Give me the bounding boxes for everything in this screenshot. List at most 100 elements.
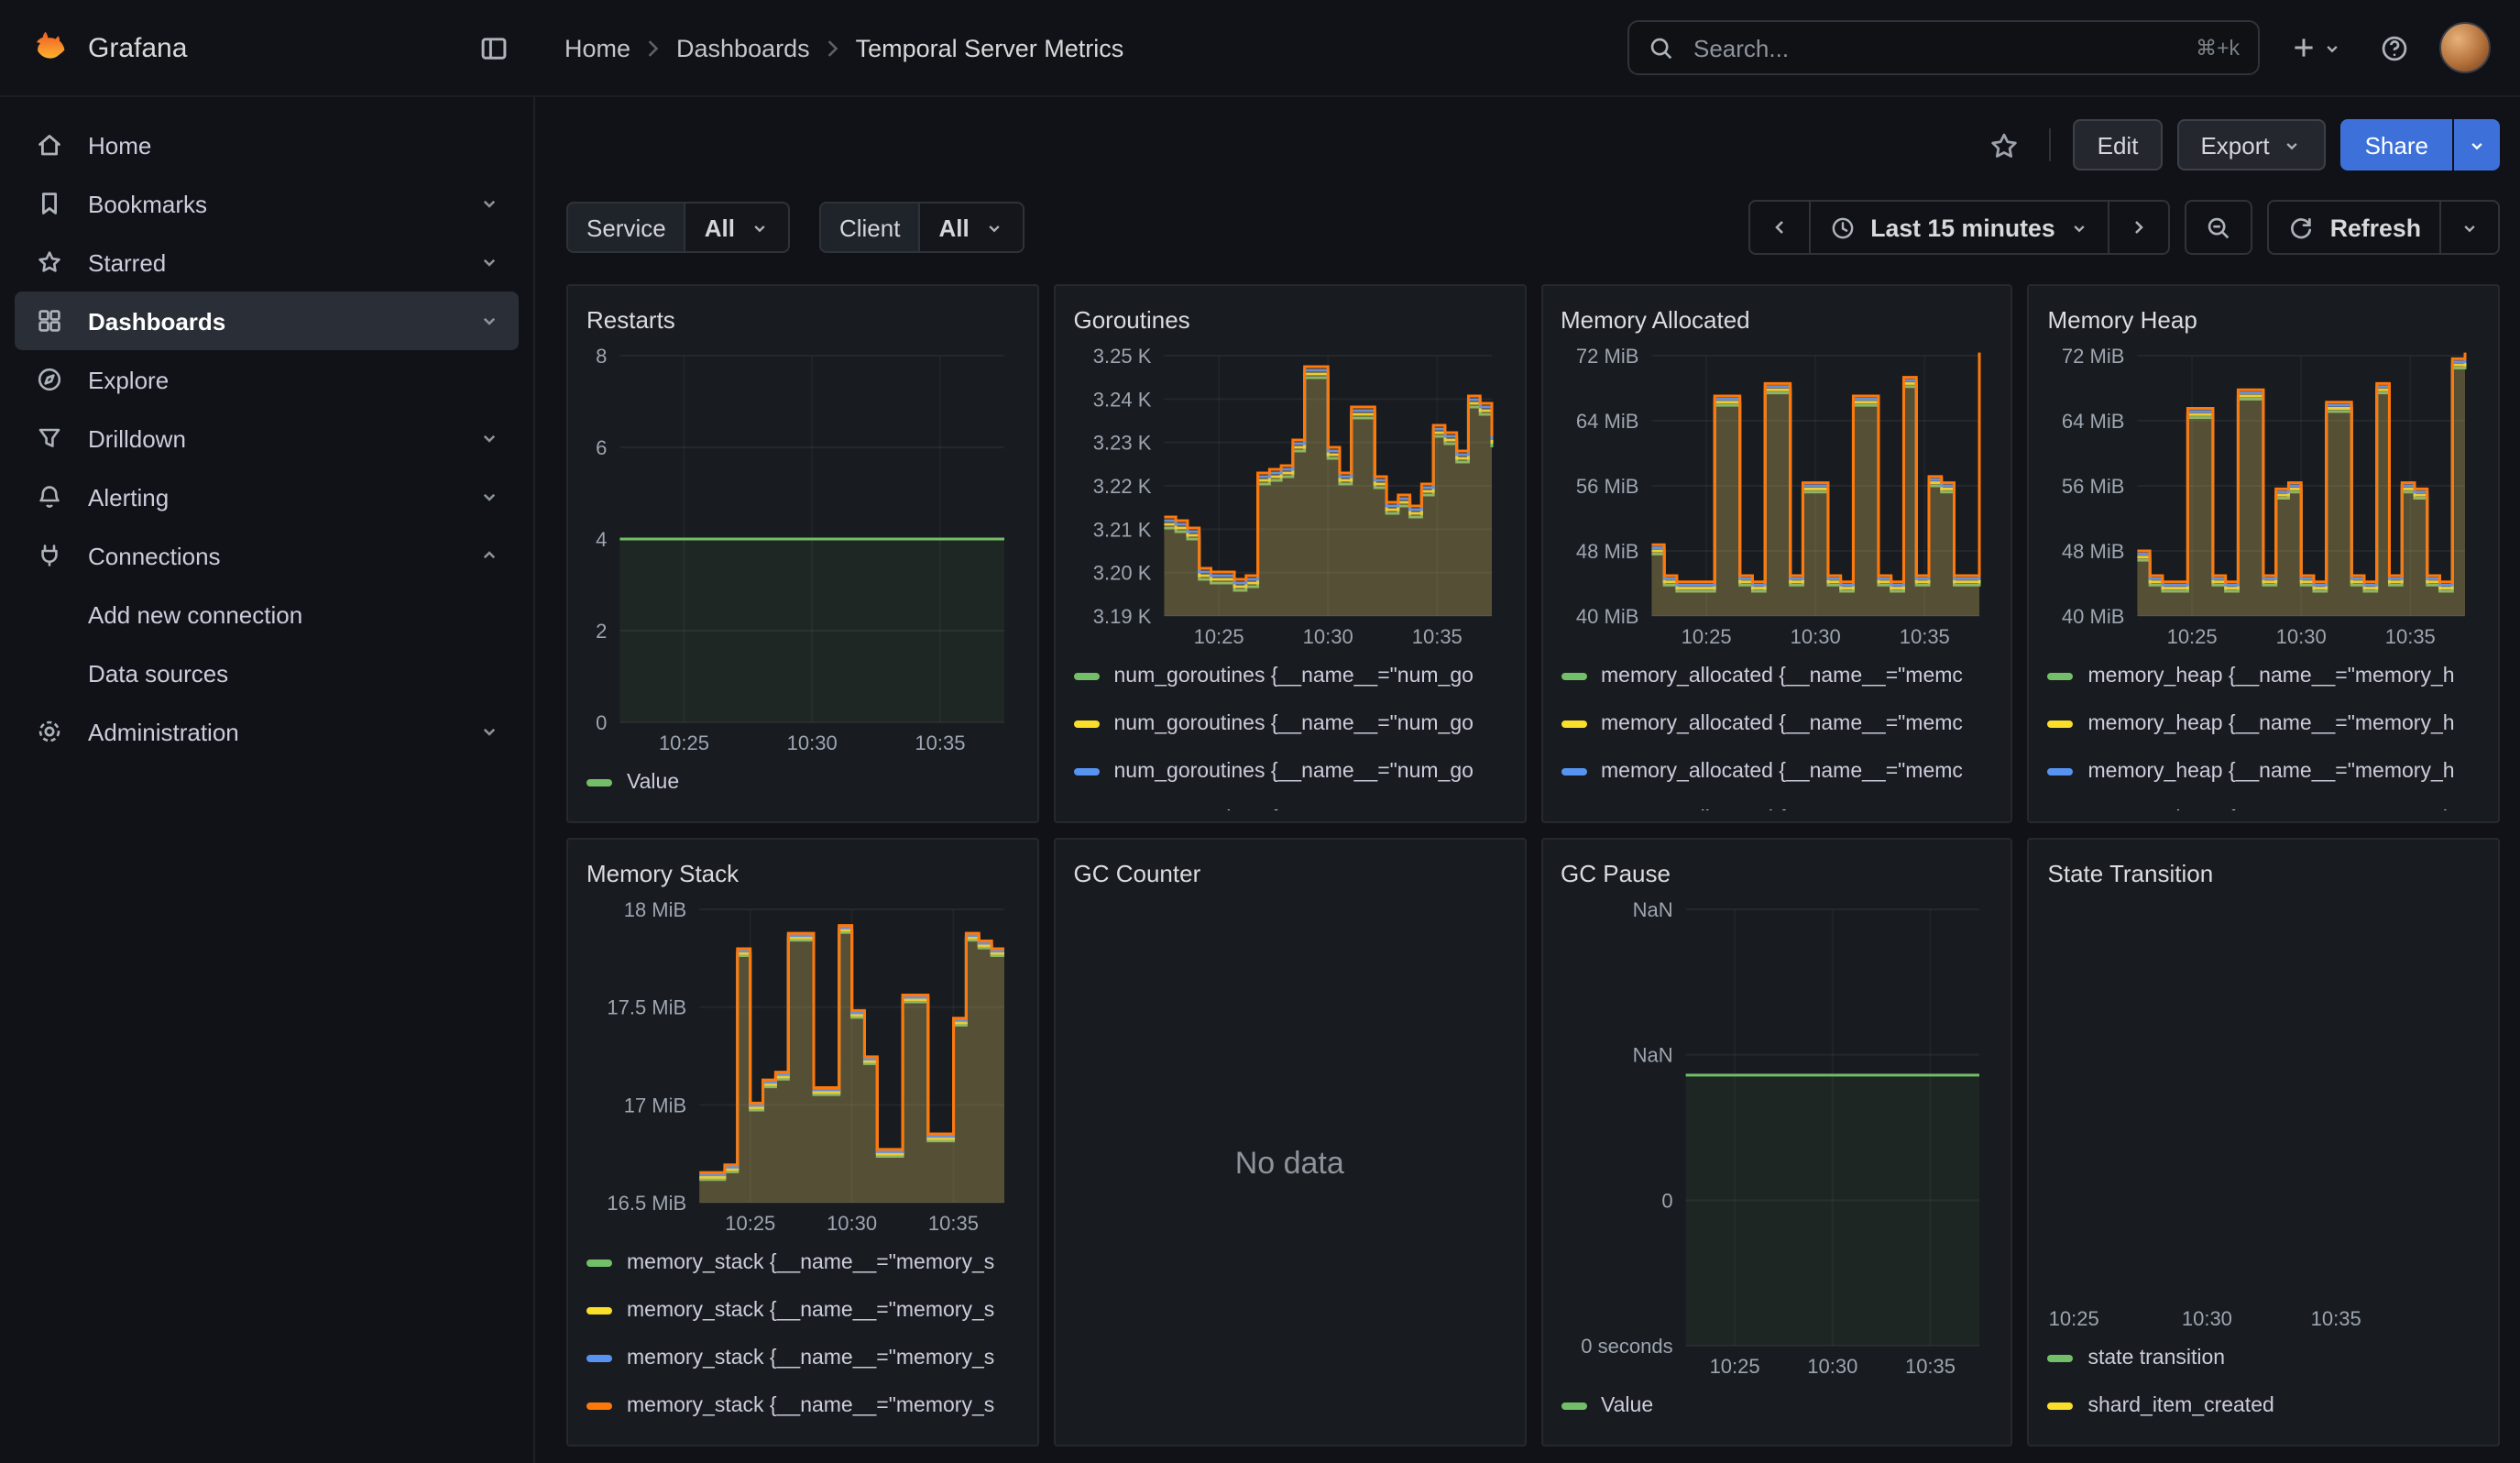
sidebar-item-label: Starred [88, 248, 456, 276]
svg-text:10:30: 10:30 [2182, 1307, 2232, 1330]
time-back-button[interactable] [1748, 200, 1810, 255]
legend: Value [1561, 1386, 1993, 1434]
legend-label: memory_heap {__name__="memory_h [2088, 761, 2455, 783]
legend-item[interactable]: memory_stack {__name__="memory_s [586, 1386, 1019, 1426]
dock-sidebar-icon[interactable] [478, 32, 509, 63]
chevron-down-icon[interactable] [478, 310, 500, 332]
legend-item[interactable]: memory_stack {__name__="memory_s [586, 1243, 1019, 1283]
chevron-up-icon[interactable] [478, 544, 500, 566]
export-button[interactable]: Export [2176, 119, 2326, 170]
panel-title[interactable]: Memory Heap [2048, 297, 2481, 341]
sidebar-item-dashboards[interactable]: Dashboards [15, 292, 519, 350]
chevron-down-icon[interactable] [478, 192, 500, 214]
svg-text:16.5 MiB: 16.5 MiB [607, 1192, 686, 1215]
sidebar-item-administration[interactable]: Administration [15, 702, 519, 761]
legend-label: memory_heap {__name__="memory_h [2088, 666, 2455, 688]
state-transition-chart[interactable]: 10:2510:3010:35 [2048, 895, 2481, 1335]
toolbar-divider [2050, 128, 2052, 161]
grafana-app: Grafana Home Dashboards Temporal Server … [0, 0, 2520, 1463]
add-new-button[interactable] [2282, 26, 2350, 70]
share-button[interactable]: Share [2341, 119, 2452, 170]
series-marker [2048, 1355, 2074, 1362]
series-marker [2048, 1402, 2074, 1410]
legend-item[interactable]: memory_allocated {__name__="memc [1561, 656, 1993, 697]
gc-pause-chart[interactable]: NaNNaN00 seconds10:2510:3010:35 [1561, 895, 1993, 1382]
panel-title[interactable]: State Transition [2048, 851, 2481, 895]
panel-title[interactable]: Goroutines [1074, 297, 1507, 341]
refresh-button[interactable]: Refresh [2268, 200, 2441, 255]
client-filter-value[interactable]: All [918, 202, 1024, 253]
goroutines-chart[interactable]: 3.25 K3.24 K3.23 K3.22 K3.21 K3.20 K3.19… [1074, 341, 1507, 653]
panel-title[interactable]: Restarts [586, 297, 1019, 341]
legend-item[interactable]: memory_heap {__name__="memory_h [2048, 656, 2481, 697]
memory-heap-chart[interactable]: 72 MiB64 MiB56 MiB48 MiB40 MiB10:2510:30… [2048, 341, 2481, 653]
sidebar-item-explore[interactable]: Explore [15, 350, 519, 409]
sidebar-item-add-new-connection[interactable]: Add new connection [15, 585, 519, 644]
panel-title[interactable]: Memory Allocated [1561, 297, 1993, 341]
series-marker [586, 779, 612, 786]
legend-item[interactable]: num_goroutines {__name__="num_go [1074, 656, 1507, 697]
grafana-logo-icon[interactable] [29, 28, 70, 68]
breadcrumb-dashboards[interactable]: Dashboards [676, 34, 810, 61]
time-forward-button[interactable] [2109, 200, 2171, 255]
breadcrumb-home[interactable]: Home [564, 34, 630, 61]
sidebar-item-connections[interactable]: Connections [15, 526, 519, 585]
panel-title[interactable]: Memory Stack [586, 851, 1019, 895]
svg-text:0: 0 [596, 711, 607, 734]
service-filter-value[interactable]: All [685, 202, 790, 253]
search-input[interactable] [1690, 32, 2181, 63]
chevron-down-icon[interactable] [478, 720, 500, 742]
star-dashboard-icon[interactable] [1982, 122, 2028, 168]
legend-item[interactable]: memory_allocated {__name__="memc [1561, 752, 1993, 792]
legend-item[interactable]: memory_stack {__name__="memory_s [586, 1338, 1019, 1379]
series-marker [1074, 673, 1100, 680]
restarts-chart[interactable]: 8642010:2510:3010:35 [586, 341, 1019, 759]
legend-item[interactable]: num_goroutines {__name__="num_go [1074, 799, 1507, 810]
refresh-interval-button[interactable] [2439, 200, 2500, 255]
edit-button[interactable]: Edit [2074, 119, 2163, 170]
no-data-text: No data [1074, 895, 1507, 1434]
legend-item[interactable]: memory_allocated {__name__="memc [1561, 704, 1993, 744]
legend-item[interactable]: memory_heap {__name__="memory_h [2048, 704, 2481, 744]
legend-item[interactable]: Value [1561, 1386, 1993, 1426]
legend-item[interactable]: memory_heap {__name__="memory_h [2048, 799, 2481, 810]
zoom-out-button[interactable] [2186, 200, 2253, 255]
sidebar-item-bookmarks[interactable]: Bookmarks [15, 174, 519, 233]
legend: num_goroutines {__name__="num_go num_gor… [1074, 656, 1507, 810]
svg-text:3.22 K: 3.22 K [1092, 475, 1151, 498]
svg-text:10:25: 10:25 [1709, 1355, 1759, 1378]
series-marker [1561, 720, 1586, 728]
legend-item[interactable]: num_goroutines {__name__="num_go [1074, 752, 1507, 792]
user-avatar[interactable] [2439, 22, 2491, 73]
legend-item[interactable]: Value [586, 763, 1019, 803]
help-icon[interactable] [2372, 25, 2417, 71]
legend-item[interactable]: state transition [2048, 1338, 2481, 1379]
legend-item[interactable]: shard_item_created [2048, 1386, 2481, 1426]
sidebar-item-home[interactable]: Home [15, 116, 519, 174]
sidebar-item-data-sources[interactable]: Data sources [15, 644, 519, 702]
legend-item[interactable]: memory_stack {__name__="memory_s [586, 1291, 1019, 1331]
sidebar-item-drilldown[interactable]: Drilldown [15, 409, 519, 468]
legend-item[interactable]: memory_allocated {__name__="memc [1561, 799, 1993, 810]
chevron-down-icon[interactable] [478, 427, 500, 449]
svg-text:48 MiB: 48 MiB [2062, 540, 2124, 563]
chevron-down-icon[interactable] [478, 486, 500, 508]
search-box[interactable]: ⌘+k [1627, 20, 2260, 75]
sidebar-item-starred[interactable]: Starred [15, 233, 519, 292]
plug-icon [33, 541, 66, 570]
memory-stack-chart[interactable]: 18 MiB17.5 MiB17 MiB16.5 MiB10:2510:3010… [586, 895, 1019, 1239]
legend-label: Value [1601, 1395, 1653, 1417]
svg-text:4: 4 [596, 528, 607, 551]
sidebar-item-alerting[interactable]: Alerting [15, 468, 519, 526]
chevron-down-icon [2467, 135, 2487, 155]
chevron-right-icon [827, 38, 839, 58]
legend-item[interactable]: memory_heap {__name__="memory_h [2048, 752, 2481, 792]
time-range-picker[interactable]: Last 15 minutes [1808, 200, 2110, 255]
chevron-down-icon[interactable] [478, 251, 500, 273]
legend-item[interactable]: num_goroutines {__name__="num_go [1074, 704, 1507, 744]
memory-allocated-chart[interactable]: 72 MiB64 MiB56 MiB48 MiB40 MiB10:2510:30… [1561, 341, 1993, 653]
share-menu-button[interactable] [2454, 119, 2500, 170]
legend: state transition shard_item_created [2048, 1338, 2481, 1434]
panel-title[interactable]: GC Counter [1074, 851, 1507, 895]
panel-title[interactable]: GC Pause [1561, 851, 1993, 895]
